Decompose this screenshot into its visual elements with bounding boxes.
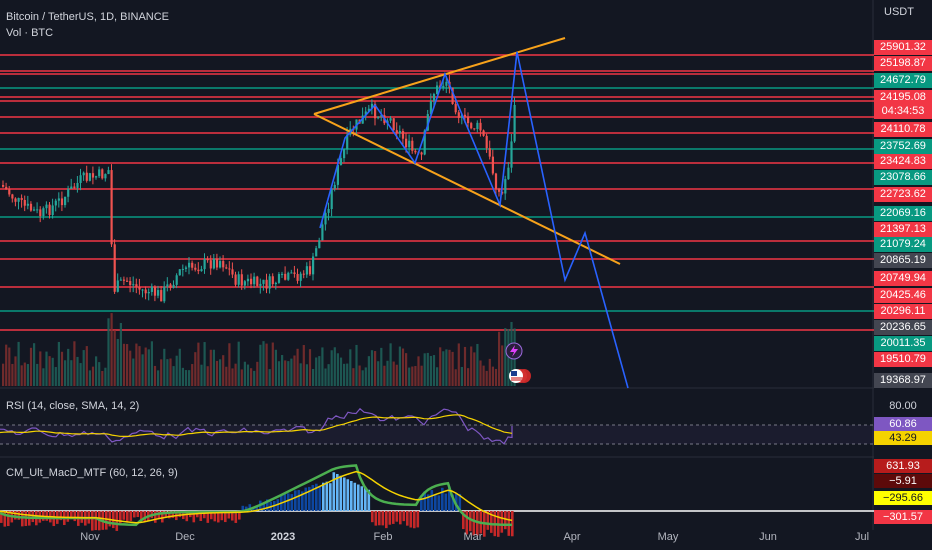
lightning-icon[interactable]: [505, 342, 523, 360]
rsi-title[interactable]: RSI (14, close, SMA, 14, 2): [6, 400, 140, 412]
rsi-pane: [0, 407, 874, 445]
price-tag: 20011.35: [874, 336, 932, 351]
candlesticks: [2, 74, 516, 304]
volume-bars: [2, 313, 516, 386]
time-axis-label: 2023: [270, 531, 296, 543]
projection-path[interactable]: [319, 51, 629, 389]
time-axis-label: Jul: [854, 531, 870, 543]
price-tag: 24110.78: [874, 122, 932, 137]
time-axis-label: Nov: [80, 531, 100, 543]
rsi-value-tag: 43.29: [874, 431, 932, 445]
price-tag: 24672.79: [874, 73, 932, 88]
price-tag: 19510.79: [874, 352, 932, 367]
macd-value-tag: −301.57: [874, 510, 932, 524]
time-axis-label: Apr: [563, 531, 581, 543]
macd-value-tag: 631.93: [874, 459, 932, 473]
macd-pane: [0, 464, 874, 537]
price-tag: 22069.16: [874, 206, 932, 221]
price-tag: 20425.46: [874, 288, 932, 303]
price-tag: 19368.97: [874, 373, 932, 388]
symbol-title[interactable]: Bitcoin / TetherUS, 1D, BINANCE: [6, 11, 170, 23]
rsi-value-tag: 80.00: [874, 399, 932, 413]
currency-unit[interactable]: USDT: [884, 6, 914, 18]
price-tag: 20236.65: [874, 320, 932, 335]
price-tag: 20865.19: [874, 253, 932, 268]
price-tag: 23424.83: [874, 154, 932, 169]
price-tag: 21397.13: [874, 222, 932, 237]
time-axis-label: Feb: [373, 531, 393, 543]
time-axis-label: May: [657, 531, 679, 543]
price-tag: 23078.66: [874, 170, 932, 185]
price-tag: 20296.11: [874, 304, 932, 319]
us-flag-icon[interactable]: [509, 369, 531, 383]
macd-value-tag: −295.66: [874, 491, 932, 505]
horizontal-levels[interactable]: [0, 54, 874, 331]
time-axis-label: Dec: [175, 531, 195, 543]
macd-title[interactable]: CM_Ult_MacD_MTF (60, 12, 26, 9): [6, 467, 178, 479]
price-tag: 23752.69: [874, 139, 932, 154]
rsi-value-tag: 60.86: [874, 417, 932, 431]
price-tag: 25198.87: [874, 56, 932, 71]
price-tag: 21079.24: [874, 237, 932, 252]
price-tag: 04:34:53: [874, 104, 932, 119]
price-tag: 24195.08: [874, 90, 932, 105]
price-tag: 22723.62: [874, 187, 932, 202]
time-axis-label: Mar: [463, 531, 483, 543]
price-tag: 25901.32: [874, 40, 932, 55]
triangle-pattern[interactable]: [313, 37, 621, 265]
price-tag: 20749.94: [874, 271, 932, 286]
macd-value-tag: −5.91: [874, 474, 932, 488]
volume-label[interactable]: Vol · BTC: [6, 27, 54, 39]
time-axis-label: Jun: [759, 531, 777, 543]
